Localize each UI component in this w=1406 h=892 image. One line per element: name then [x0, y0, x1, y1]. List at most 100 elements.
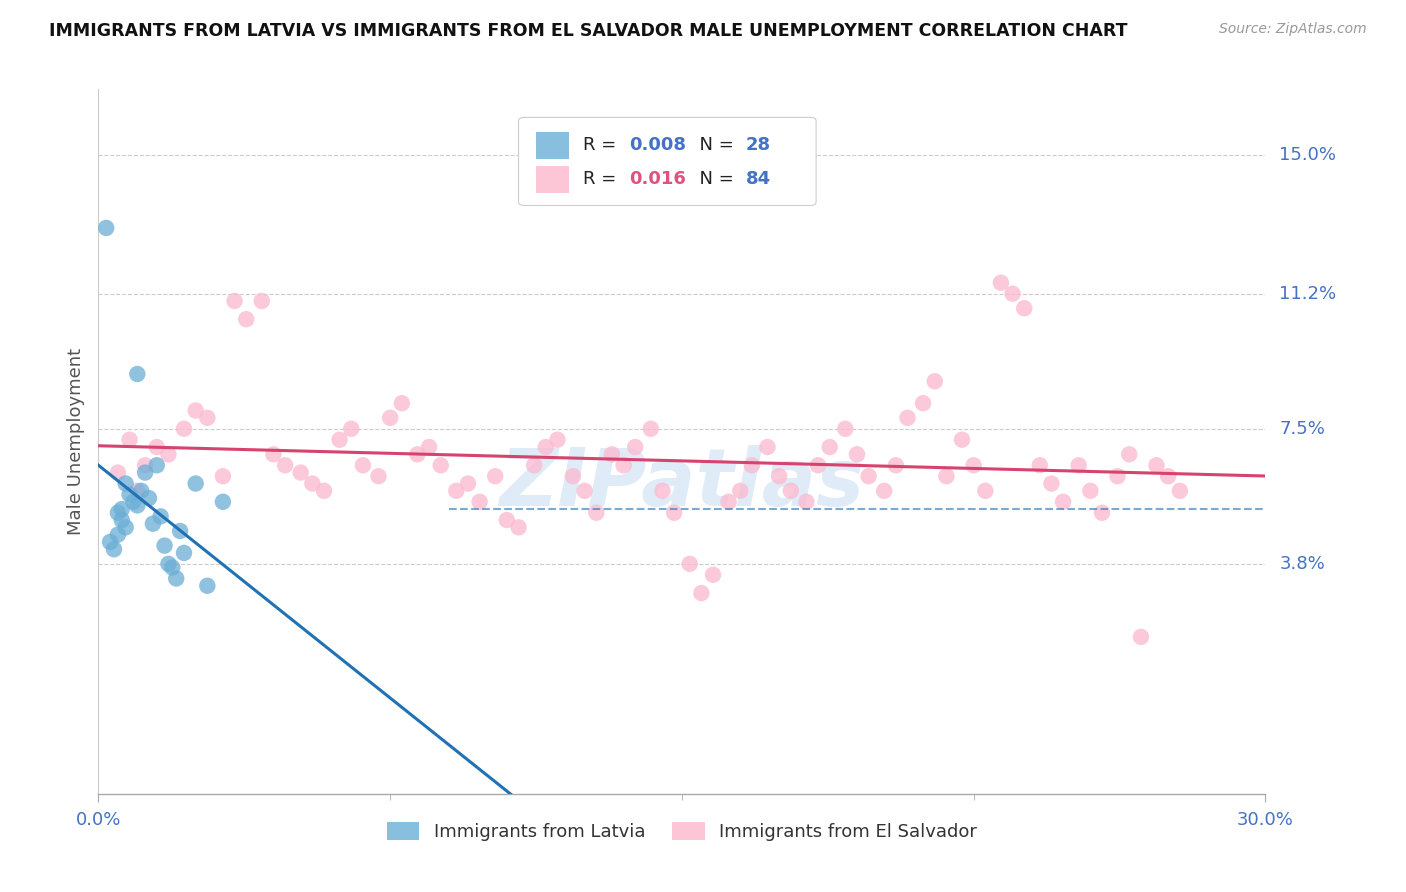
Text: 15.0%: 15.0%: [1279, 146, 1336, 164]
Point: [162, 560, 184, 574]
Point: [212, 469, 235, 483]
Point: [768, 469, 790, 483]
Point: [546, 433, 568, 447]
Point: [111, 502, 134, 516]
Point: [562, 469, 585, 483]
Point: [741, 458, 763, 473]
Point: [262, 447, 284, 461]
Point: [690, 586, 713, 600]
Text: 11.2%: 11.2%: [1279, 285, 1337, 302]
Text: N =: N =: [688, 136, 740, 154]
Legend: Immigrants from Latvia, Immigrants from El Salvador: Immigrants from Latvia, Immigrants from …: [380, 814, 984, 848]
Point: [429, 458, 451, 473]
Point: [796, 495, 818, 509]
Point: [730, 483, 752, 498]
Point: [184, 403, 207, 417]
Point: [1118, 447, 1140, 461]
Point: [340, 422, 363, 436]
Point: [96, 221, 118, 235]
Point: [134, 466, 156, 480]
Point: [818, 440, 841, 454]
Point: [834, 422, 856, 436]
Point: [418, 440, 440, 454]
Point: [146, 458, 169, 473]
Point: [103, 542, 125, 557]
Point: [717, 495, 740, 509]
Point: [640, 422, 662, 436]
Text: R =: R =: [582, 170, 621, 188]
Point: [127, 483, 149, 498]
Point: [224, 293, 246, 308]
Point: [274, 458, 297, 473]
Point: [114, 476, 136, 491]
Point: [896, 410, 918, 425]
Point: [114, 520, 136, 534]
Point: [149, 509, 172, 524]
Point: [1129, 630, 1152, 644]
Point: [858, 469, 880, 483]
Point: [195, 410, 218, 425]
Point: [312, 483, 335, 498]
Point: [111, 513, 134, 527]
Point: [329, 433, 352, 447]
Point: [1157, 469, 1180, 483]
Point: [301, 476, 323, 491]
Text: 0.008: 0.008: [630, 136, 686, 154]
Point: [585, 506, 607, 520]
Point: [924, 374, 946, 388]
Point: [157, 447, 180, 461]
Point: [107, 527, 129, 541]
Text: R =: R =: [582, 136, 621, 154]
Point: [212, 495, 235, 509]
Point: [157, 557, 180, 571]
Point: [962, 458, 984, 473]
Text: 3.8%: 3.8%: [1279, 555, 1324, 573]
Point: [484, 469, 506, 483]
Point: [846, 447, 869, 461]
Point: [950, 433, 973, 447]
Point: [173, 422, 195, 436]
Point: [146, 440, 169, 454]
Point: [129, 483, 152, 498]
Point: [990, 276, 1012, 290]
Point: [1012, 301, 1035, 316]
Point: [235, 312, 257, 326]
Y-axis label: Male Unemployment: Male Unemployment: [66, 348, 84, 535]
Point: [613, 458, 636, 473]
Point: [756, 440, 779, 454]
Point: [134, 458, 156, 473]
Text: IMMIGRANTS FROM LATVIA VS IMMIGRANTS FROM EL SALVADOR MALE UNEMPLOYMENT CORRELAT: IMMIGRANTS FROM LATVIA VS IMMIGRANTS FRO…: [49, 22, 1128, 40]
Point: [574, 483, 596, 498]
Point: [406, 447, 429, 461]
Point: [1107, 469, 1129, 483]
Point: [935, 469, 957, 483]
Point: [184, 476, 207, 491]
Point: [1029, 458, 1052, 473]
Point: [290, 466, 312, 480]
Text: 0.016: 0.016: [630, 170, 686, 188]
Point: [138, 491, 160, 505]
Point: [873, 483, 896, 498]
Text: 84: 84: [747, 170, 772, 188]
Point: [1001, 286, 1024, 301]
Point: [169, 524, 191, 538]
Bar: [536, 166, 568, 193]
Point: [779, 483, 801, 498]
Point: [107, 466, 129, 480]
Point: [807, 458, 830, 473]
Point: [153, 539, 176, 553]
Text: 7.5%: 7.5%: [1279, 420, 1326, 438]
Point: [352, 458, 374, 473]
Point: [107, 506, 129, 520]
Point: [1080, 483, 1102, 498]
Point: [624, 440, 647, 454]
Point: [118, 433, 141, 447]
Text: Source: ZipAtlas.com: Source: ZipAtlas.com: [1219, 22, 1367, 37]
Point: [127, 499, 149, 513]
Point: [367, 469, 389, 483]
Point: [391, 396, 413, 410]
Point: [523, 458, 546, 473]
Point: [127, 367, 149, 381]
Point: [118, 487, 141, 501]
Text: ZIPatlas: ZIPatlas: [499, 445, 865, 523]
